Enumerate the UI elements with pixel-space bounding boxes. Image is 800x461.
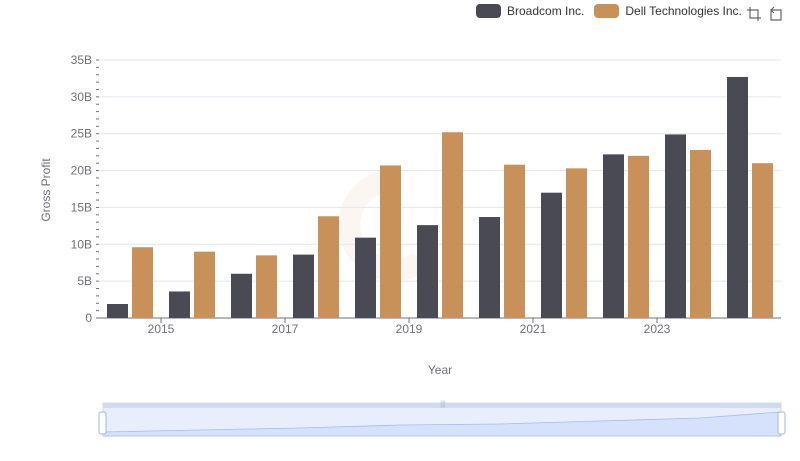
y-tick-label: 25B [71, 127, 92, 141]
x-axis-title: Year [428, 363, 452, 377]
legend: Broadcom Inc. Dell Technologies Inc. [476, 4, 742, 18]
legend-item-dell[interactable]: Dell Technologies Inc. [594, 4, 742, 18]
bar-dell-2023[interactable] [690, 149, 711, 318]
bar-broadcom-2017[interactable] [293, 254, 314, 318]
bar-dell-2015[interactable] [194, 251, 215, 318]
zoom-icon[interactable] [746, 6, 762, 22]
bar-broadcom-2018[interactable] [355, 237, 376, 318]
restore-icon[interactable] [768, 6, 784, 22]
bar-dell-2020[interactable] [504, 164, 525, 318]
y-tick-label: 10B [71, 237, 92, 251]
bar-broadcom-2015[interactable] [169, 291, 190, 318]
x-tick-label: 2019 [396, 322, 423, 336]
bar-dell-2019[interactable] [442, 132, 463, 318]
bar-broadcom-2023[interactable] [665, 134, 686, 318]
x-tick-label: 2015 [148, 322, 175, 336]
bar-broadcom-2024[interactable] [727, 76, 748, 318]
y-tick-label: 5B [77, 274, 92, 288]
bar-broadcom-2014[interactable] [107, 303, 128, 318]
zoom-preview-line [102, 411, 782, 437]
y-tick-label: 30B [71, 90, 92, 104]
legend-label-broadcom: Broadcom Inc. [507, 4, 585, 18]
zoom-handle-left[interactable] [98, 411, 107, 435]
data-zoom-slider[interactable]: ||| [98, 401, 786, 437]
y-tick-label: 15B [71, 200, 92, 214]
x-axis: 2015 2017 2019 2021 2023 [148, 318, 671, 336]
y-axis-title: Gross Profit [39, 158, 53, 222]
bar-dell-2022[interactable] [628, 155, 649, 318]
bar-broadcom-2021[interactable] [541, 192, 562, 318]
legend-swatch-dell [594, 4, 620, 18]
bar-dell-2018[interactable] [380, 165, 401, 318]
bars [107, 76, 773, 318]
bar-broadcom-2022[interactable] [603, 154, 624, 318]
legend-swatch-broadcom [476, 4, 501, 18]
bar-broadcom-2016[interactable] [231, 273, 252, 318]
x-tick-label: 2017 [272, 322, 299, 336]
svg-text:|||: ||| [440, 401, 446, 408]
toolbox [746, 6, 784, 22]
legend-label-dell: Dell Technologies Inc. [625, 4, 742, 18]
y-tick-label: 35B [71, 53, 92, 67]
y-tick-label: 20B [71, 164, 92, 178]
bar-broadcom-2019[interactable] [417, 225, 438, 318]
bar-broadcom-2020[interactable] [479, 217, 500, 318]
bar-dell-2016[interactable] [256, 255, 277, 318]
bar-dell-2014[interactable] [132, 247, 153, 318]
bar-dell-2017[interactable] [318, 216, 339, 318]
x-tick-label: 2021 [520, 322, 547, 336]
bar-dell-2021[interactable] [566, 168, 587, 318]
bar-dell-2024[interactable] [752, 163, 773, 318]
y-tick-label: 0 [85, 311, 92, 325]
zoom-handle-right[interactable] [777, 411, 786, 435]
x-tick-label: 2023 [644, 322, 671, 336]
legend-item-broadcom[interactable]: Broadcom Inc. [476, 4, 584, 18]
y-axis: 0 5B 10B 15B 20B 25B 30B 35B [71, 53, 99, 325]
